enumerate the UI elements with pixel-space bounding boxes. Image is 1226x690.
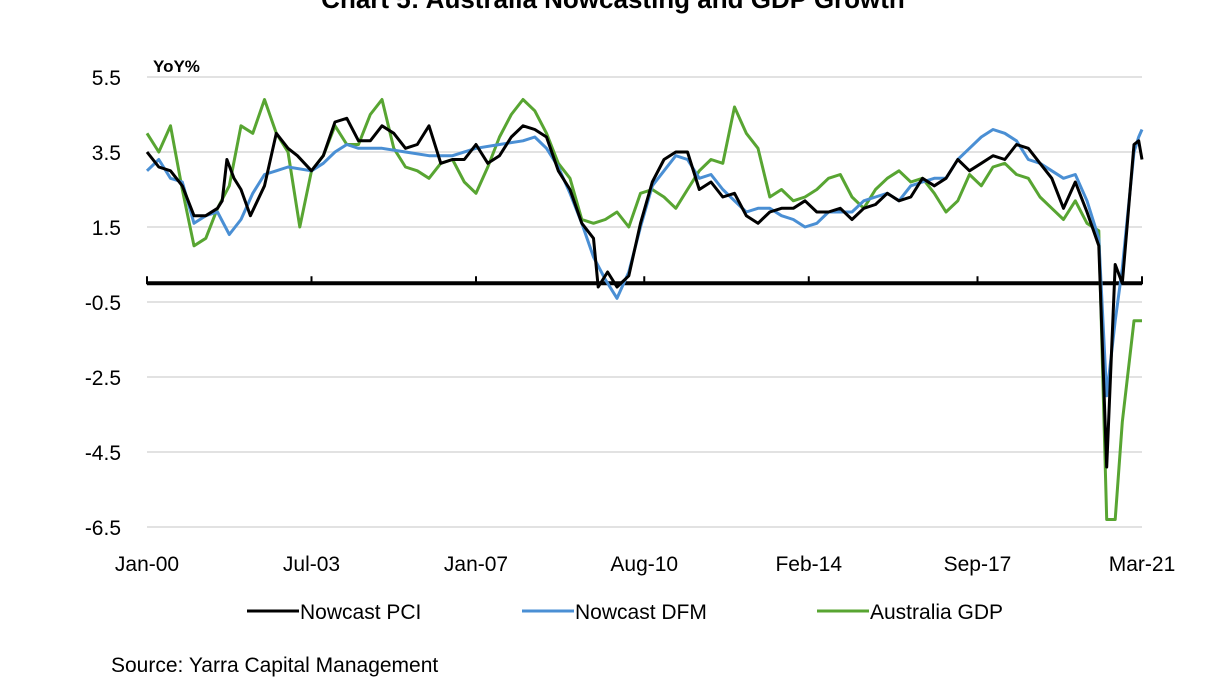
gridlines bbox=[147, 76, 1142, 528]
y-tick-label: 3.5 bbox=[92, 142, 121, 165]
legend-label: Nowcast DFM bbox=[575, 601, 707, 624]
source-note: Source: Yarra Capital Management bbox=[111, 654, 439, 677]
legend: Nowcast PCI Nowcast DFM Australia GDP bbox=[247, 601, 1003, 624]
x-tick-label: Sep-17 bbox=[944, 553, 1012, 576]
series-line-australia-gdp bbox=[145, 98, 1142, 521]
y-tick-label: -2.5 bbox=[85, 367, 121, 390]
y-axis-label: YoY% bbox=[153, 57, 200, 76]
x-tick-label: Jan-07 bbox=[444, 553, 508, 576]
y-tick-label: -6.5 bbox=[85, 517, 121, 540]
legend-label: Nowcast PCI bbox=[300, 601, 421, 624]
x-tick-label: Jan-00 bbox=[115, 553, 179, 576]
y-tick-label: 5.5 bbox=[92, 67, 121, 90]
legend-label: Australia GDP bbox=[870, 601, 1003, 624]
x-axis: Jan-00 Jul-03 Jan-07 Aug-10 Feb-14 Sep-17 Mar-… bbox=[115, 276, 1175, 576]
y-tick-label: 1.5 bbox=[92, 217, 121, 240]
x-tick-label: Mar-21 bbox=[1109, 553, 1176, 576]
y-axis: 5.5 3.5 1.5 -0.5 -2.5 -4.5 -6.5 bbox=[85, 67, 121, 540]
series-line-nowcast-pci bbox=[145, 116, 1144, 469]
series-group bbox=[145, 98, 1144, 521]
y-tick-label: -0.5 bbox=[85, 292, 121, 315]
chart-title: Chart 5: Australia Nowcasting and GDP Gr… bbox=[0, 0, 1226, 15]
x-tick-label: Aug-10 bbox=[610, 553, 678, 576]
x-tick-label: Feb-14 bbox=[775, 553, 842, 576]
y-tick-label: -4.5 bbox=[85, 442, 121, 465]
x-tick-label: Jul-03 bbox=[283, 553, 340, 576]
